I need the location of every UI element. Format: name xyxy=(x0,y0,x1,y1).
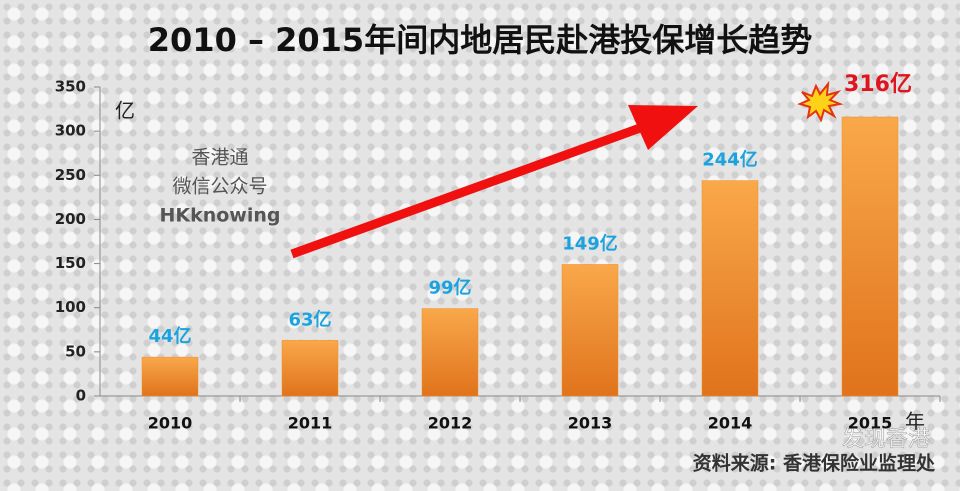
data-label: 316亿 xyxy=(844,72,912,97)
data-label: 44亿 xyxy=(148,325,191,347)
y-tick-label: 200 xyxy=(55,210,86,228)
x-tick-label: 2012 xyxy=(428,414,473,433)
y-tick-label: 350 xyxy=(55,78,86,96)
x-tick-label: 2014 xyxy=(708,414,753,433)
bar xyxy=(561,264,619,397)
y-tick-label: 300 xyxy=(55,122,86,140)
bar xyxy=(141,356,199,397)
y-tick-label: 250 xyxy=(55,166,86,184)
starburst xyxy=(797,80,844,123)
bar xyxy=(841,116,899,397)
y-tick-label: 50 xyxy=(65,342,86,360)
data-label: 149亿 xyxy=(562,232,618,254)
trend-arrow xyxy=(290,123,642,259)
data-label: 99亿 xyxy=(428,277,471,299)
source: 资料来源: 香港保险业监理处 xyxy=(693,452,936,475)
watermark: 香港通 xyxy=(191,147,248,169)
arrow-head xyxy=(628,105,698,150)
data-label: 63亿 xyxy=(288,308,331,330)
bar xyxy=(701,180,759,397)
y-unit: 亿 xyxy=(115,99,135,123)
y-tick-label: 0 xyxy=(76,387,86,405)
x-tick-label: 2011 xyxy=(288,414,333,433)
y-tick-label: 100 xyxy=(55,298,86,316)
x-unit: 年 xyxy=(905,410,925,434)
x-tick-label: 2010 xyxy=(148,414,193,433)
data-label: 244亿 xyxy=(702,149,758,171)
watermark: HKknowing xyxy=(159,205,280,227)
x-tick-label: 2015 xyxy=(848,414,893,433)
bar xyxy=(281,340,339,397)
bar xyxy=(421,308,479,397)
watermark: 微信公众号 xyxy=(172,176,267,198)
x-tick-label: 2013 xyxy=(568,414,613,433)
brand: 发现香港 xyxy=(842,427,930,452)
y-tick-label: 150 xyxy=(55,254,86,272)
chart-title: 2010 – 2015年间内地居民赴港投保增长趋势 xyxy=(148,21,812,59)
